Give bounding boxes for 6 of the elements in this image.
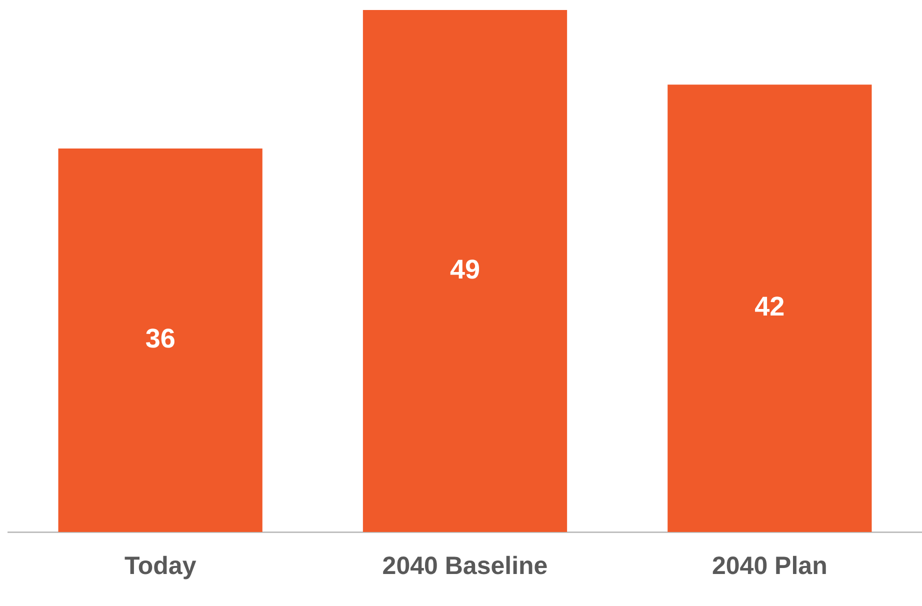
x-tick-label: 2040 Baseline xyxy=(382,552,548,580)
x-tick-label: 2040 Plan xyxy=(712,552,828,580)
data-label: 42 xyxy=(754,292,785,322)
x-tick-label: Today xyxy=(124,552,196,580)
data-label: 49 xyxy=(450,254,480,284)
data-label: 36 xyxy=(145,324,176,354)
